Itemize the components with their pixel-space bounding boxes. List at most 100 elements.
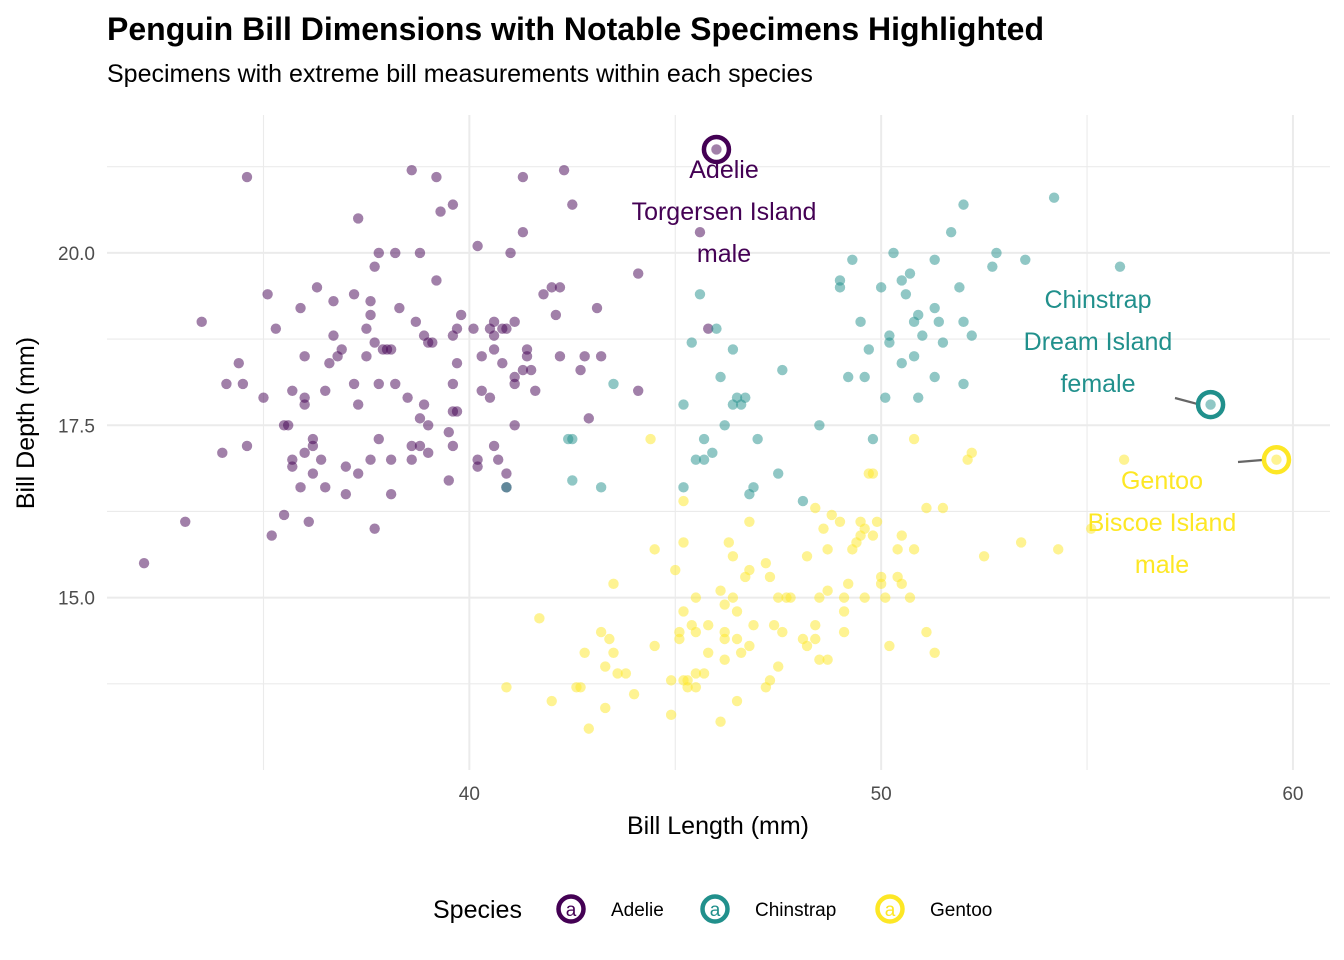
chinstrap-point-38: [880, 392, 891, 403]
adelie-point-111: [509, 420, 520, 431]
adelie-point-103: [488, 316, 500, 328]
chinstrap-point-32: [847, 254, 858, 265]
chinstrap-label-leader: [1174, 396, 1200, 406]
y-axis-ticks: 15.0 17.5 20.0: [58, 244, 95, 610]
gentoo-point-43: [719, 599, 730, 610]
adelie-point-82: [443, 426, 454, 438]
adelie-point-74: [422, 447, 434, 459]
gentoo-point-62: [773, 592, 784, 603]
gentoo-point-70: [810, 620, 821, 631]
adelie-point-32: [320, 385, 331, 396]
adelie-point-33: [324, 358, 335, 369]
gentoo-point-115: [1118, 454, 1130, 465]
gentoo-point-20: [665, 675, 677, 686]
adelie-point-44: [352, 213, 364, 224]
chinstrap-point-3: [567, 433, 578, 445]
adelie-point-81: [443, 475, 454, 486]
adelie-point-40: [348, 378, 360, 390]
adelie-point-97: [476, 351, 487, 362]
gentoo-point-97: [884, 640, 895, 652]
adelie-point-60: [385, 344, 397, 355]
adelie-point-24: [299, 351, 310, 362]
adelie-point-131: [583, 413, 594, 424]
adelie-point-91: [455, 309, 467, 321]
legend-key-adelie: [556, 894, 586, 924]
chinstrap-point-23: [748, 482, 759, 493]
adelie-point-15: [282, 420, 294, 431]
gentoo-point-26: [678, 537, 689, 548]
adelie-point-0: [138, 557, 150, 569]
gentoo-point-15: [628, 688, 640, 700]
chinstrap-point-59: [958, 316, 969, 328]
x-tick-label: 50: [871, 784, 892, 805]
adelie-point-134: [633, 385, 644, 396]
chinstrap-point-13: [707, 447, 718, 459]
adelie-point-38: [340, 489, 352, 500]
adelie-point-37: [336, 344, 347, 355]
adelie-point-17: [287, 454, 298, 465]
adelie-highlight-ring: [701, 134, 732, 165]
gentoo-point-44: [723, 537, 734, 548]
gentoo-point-92: [867, 468, 879, 479]
adelie-point-98: [484, 392, 496, 403]
gentoo-point-42: [719, 626, 730, 638]
chinstrap-point-6: [678, 482, 689, 493]
chinstrap-point-4: [595, 482, 607, 493]
gentoo-point-91: [867, 530, 879, 541]
gentoo-point-71: [810, 502, 821, 514]
adelie-point-23: [299, 392, 310, 403]
chinstrap-point-8: [686, 337, 697, 348]
gentoo-point-46: [727, 551, 739, 562]
chinstrap-point-43: [896, 275, 907, 286]
adelie-point-126: [554, 282, 566, 293]
adelie-point-52: [369, 261, 380, 272]
gentoo-point-77: [822, 544, 833, 555]
adelie-point-10: [262, 289, 273, 300]
adelie-point-43: [352, 399, 364, 410]
adelie-point-25: [303, 516, 314, 527]
y-tick-label: 17.5: [58, 416, 95, 437]
gentoo-point-9: [600, 661, 611, 672]
adelie-annotation-line-3: male: [697, 240, 751, 268]
adelie-point-85: [447, 378, 459, 390]
legend-key-glyph-adelie: a: [566, 900, 577, 921]
adelie-point-80: [435, 206, 446, 217]
adelie-point-11: [266, 530, 277, 541]
gentoo-point-25: [678, 606, 689, 617]
chinstrap-point-35: [863, 344, 875, 355]
chinstrap-point-44: [900, 289, 912, 300]
adelie-point-59: [385, 454, 397, 465]
adelie-point-124: [550, 309, 562, 321]
chinstrap-point-51: [929, 371, 940, 383]
adelie-point-49: [365, 295, 376, 307]
chinstrap-point-2: [567, 475, 578, 486]
gentoo-point-67: [801, 640, 813, 652]
adelie-point-5: [233, 358, 244, 369]
adelie-point-110: [505, 247, 516, 259]
chinstrap-point-26: [777, 364, 788, 376]
adelie-point-64: [402, 392, 413, 403]
adelie-point-13: [278, 509, 290, 521]
gentoo-point-102: [904, 592, 916, 603]
chinstrap-point-42: [896, 358, 907, 369]
gentoo-point-33: [690, 626, 702, 638]
chinstrap-point-28: [814, 420, 825, 431]
gentoo-point-35: [698, 668, 710, 679]
gentoo-point-45: [727, 592, 739, 603]
adelie-point-117: [517, 171, 529, 183]
adelie-point-65: [406, 454, 417, 465]
adelie-point-29: [311, 282, 323, 293]
adelie-point-55: [373, 247, 384, 259]
chinstrap-highlight-ring: [1195, 389, 1226, 420]
adelie-point-137: [703, 323, 714, 334]
chinstrap-point-49: [913, 309, 924, 321]
gentoo-point-89: [859, 523, 870, 534]
gentoo-point-114: [1085, 523, 1097, 534]
adelie-point-121: [530, 385, 541, 396]
adelie-point-128: [567, 199, 578, 210]
adelie-point-66: [406, 440, 417, 452]
chinstrap-point-54: [933, 316, 945, 328]
gentoo-point-38: [715, 716, 726, 727]
gentoo-point-69: [810, 633, 821, 645]
